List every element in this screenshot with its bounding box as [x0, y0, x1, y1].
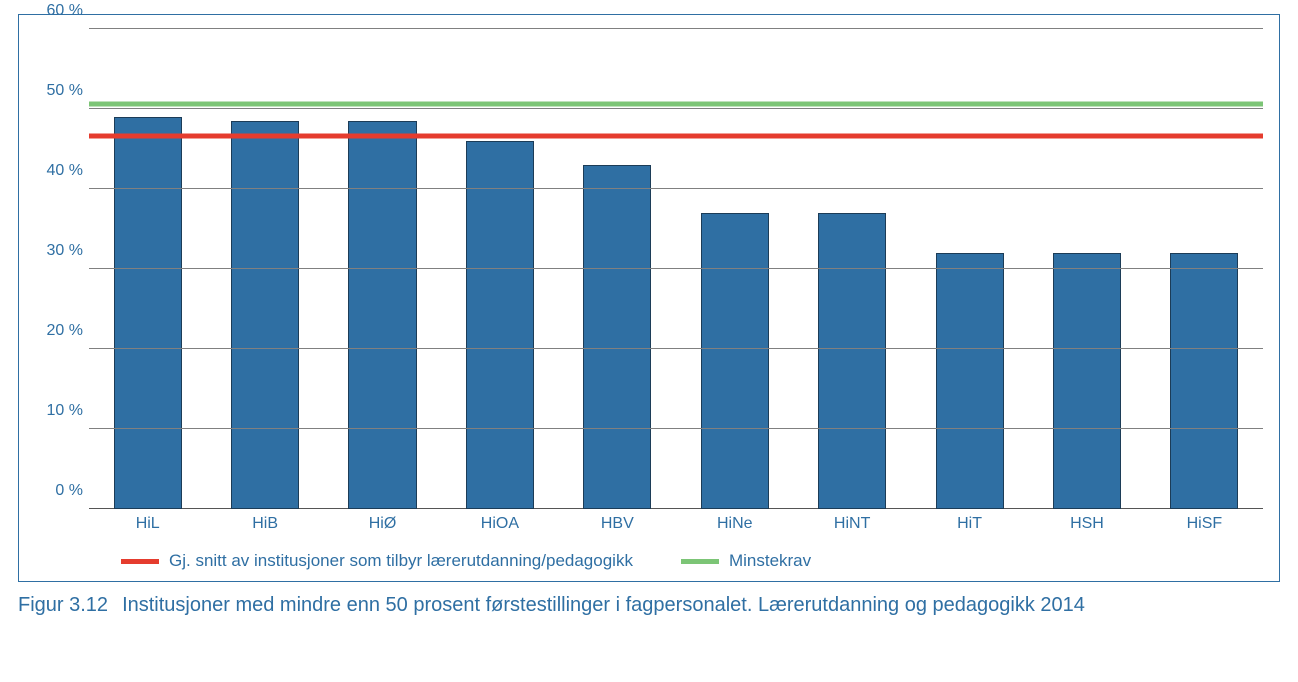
x-tick-label: HSH	[1028, 515, 1145, 533]
x-tick-label: HBV	[559, 515, 676, 533]
grid-line	[89, 428, 1263, 429]
bar	[701, 213, 769, 509]
grid-line	[89, 28, 1263, 29]
x-axis-labels: HiLHiBHiØHiOAHBVHiNeHiNTHiTHSHHiSF	[89, 515, 1263, 533]
chart-frame: 0 %10 %20 %30 %40 %50 %60 % HiLHiBHiØHiO…	[18, 14, 1280, 582]
bar	[114, 117, 182, 509]
bar	[466, 141, 534, 509]
y-tick-label: 10 %	[47, 402, 83, 420]
x-tick-label: HiL	[89, 515, 206, 533]
bar	[231, 121, 299, 509]
bar	[1170, 253, 1238, 509]
y-tick-label: 30 %	[47, 242, 83, 260]
x-tick-label: HiØ	[324, 515, 441, 533]
x-tick-label: HiNT	[793, 515, 910, 533]
y-tick-label: 20 %	[47, 322, 83, 340]
grid-line	[89, 348, 1263, 349]
x-tick-label: HiB	[206, 515, 323, 533]
legend: Gj. snitt av institusjoner som tilbyr læ…	[121, 551, 1263, 571]
bar	[936, 253, 1004, 509]
figure-wrapper: 0 % 10 % 20 % 30 % 40 % 50 % 60 % HiLHiBHiØHiO…	[0, 0, 1298, 637]
legend-swatch	[681, 559, 719, 564]
reference-line-minstekrav	[89, 102, 1263, 107]
x-tick-label: HiSF	[1146, 515, 1263, 533]
bar	[583, 165, 651, 509]
plot-area	[89, 29, 1263, 509]
grid-line	[89, 108, 1263, 109]
y-tick-label: 40 %	[47, 162, 83, 180]
y-tick-label: 60 %	[47, 2, 83, 20]
x-tick-label: HiT	[911, 515, 1028, 533]
y-tick-label: 50 %	[47, 82, 83, 100]
legend-swatch	[121, 559, 159, 564]
grid-line	[89, 268, 1263, 269]
legend-item-minstekrav: Minstekrav	[681, 551, 811, 571]
reference-line-gjsnitt	[89, 134, 1263, 139]
y-tick-label: 0 %	[55, 482, 83, 500]
y-axis: 0 %10 %20 %30 %40 %50 %60 %	[31, 29, 89, 509]
x-tick-label: HiNe	[676, 515, 793, 533]
bar	[1053, 253, 1121, 509]
legend-label: Gj. snitt av institusjoner som tilbyr læ…	[169, 551, 633, 571]
figure-number: Figur 3.12	[18, 594, 108, 616]
legend-label: Minstekrav	[729, 551, 811, 571]
legend-item-gjsnitt: Gj. snitt av institusjoner som tilbyr læ…	[121, 551, 633, 571]
chart-area: 0 %10 %20 %30 %40 %50 %60 %	[31, 29, 1263, 509]
grid-line	[89, 188, 1263, 189]
bar	[818, 213, 886, 509]
bar	[348, 121, 416, 509]
figure-caption-text: Institusjoner med mindre enn 50 prosent …	[122, 594, 1085, 616]
x-tick-label: HiOA	[441, 515, 558, 533]
figure-caption: Figur 3.12 Institusjoner med mindre enn 5…	[18, 592, 1280, 619]
